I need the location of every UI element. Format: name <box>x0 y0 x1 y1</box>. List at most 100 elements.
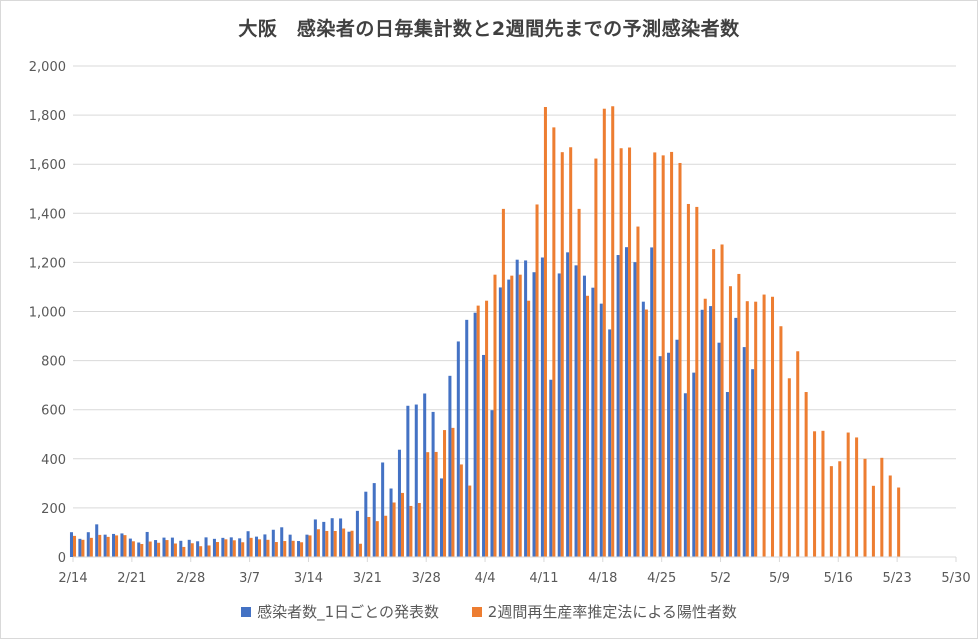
bar-predicted <box>636 226 640 557</box>
bar-predicted <box>375 521 379 557</box>
bar-predicted <box>745 301 749 557</box>
bar-predicted <box>400 492 404 557</box>
y-tick-label: 1,400 <box>29 207 66 222</box>
x-tick-label: 3/28 <box>412 571 441 586</box>
bar-predicted <box>829 466 833 557</box>
bar-reported <box>582 275 586 557</box>
x-tick-label: 3/14 <box>294 571 323 586</box>
bar-predicted <box>115 535 119 557</box>
bar-reported <box>566 252 570 557</box>
bar-predicted <box>182 546 186 557</box>
bar-reported <box>112 533 116 557</box>
bar-reported <box>717 342 721 557</box>
bar-predicted <box>350 530 354 557</box>
bar-reported <box>616 255 620 557</box>
bar-predicted <box>274 542 278 557</box>
bar-reported <box>95 524 99 557</box>
legend: 感染者数_1日ごとの発表数 2週間再生産率推定法による陽性者数 <box>0 601 978 622</box>
x-tick-label: 4/11 <box>529 571 558 586</box>
y-tick-label: 1,200 <box>29 256 66 271</box>
bar-predicted <box>779 326 783 557</box>
x-tick-label: 4/18 <box>588 571 617 586</box>
bar-predicted <box>316 529 320 557</box>
bar-reported <box>288 534 292 557</box>
x-tick-label: 3/21 <box>353 571 382 586</box>
bar-reported <box>448 375 452 557</box>
bar-reported <box>599 303 603 557</box>
bar-predicted <box>157 542 161 557</box>
bar-reported <box>557 273 561 557</box>
bar-predicted <box>241 542 245 557</box>
legend-swatch-reported <box>241 607 252 617</box>
bar-predicted <box>787 378 791 557</box>
bar-predicted <box>543 106 547 557</box>
bar-predicted <box>199 546 203 557</box>
bar-reported <box>389 488 393 557</box>
axes <box>72 556 957 562</box>
bar-predicted <box>266 539 270 557</box>
chart-title: 大阪 感染者の日毎集計数と2週間先までの予測感染者数 <box>238 18 740 40</box>
bar-reported <box>734 317 738 557</box>
x-tick-label: 3/7 <box>239 571 260 586</box>
bar-reported <box>591 287 595 557</box>
bar-predicted <box>165 540 169 557</box>
bar-predicted <box>670 151 674 558</box>
bar-predicted <box>510 275 514 557</box>
bar-reported <box>313 519 317 557</box>
bar-predicted <box>703 298 707 557</box>
bar-predicted <box>224 539 228 557</box>
y-tick-label: 1,000 <box>29 306 66 321</box>
bar-predicted <box>569 147 573 557</box>
bar-reported <box>330 518 334 557</box>
gridlines <box>73 65 956 509</box>
bar-reported <box>280 527 284 557</box>
bar-predicted <box>308 535 312 557</box>
bar-predicted <box>871 485 875 557</box>
bar-reported <box>700 309 704 557</box>
bar-predicted <box>535 204 539 557</box>
bar-predicted <box>384 515 388 557</box>
bar-predicted <box>585 295 590 557</box>
bar-predicted <box>644 309 648 557</box>
bar-reported <box>507 279 511 557</box>
bar-predicted <box>392 502 396 557</box>
bar-predicted <box>98 534 102 557</box>
bar-reported <box>229 537 233 557</box>
bar-predicted <box>89 537 93 557</box>
bar-reported <box>751 369 755 557</box>
bar-reported <box>725 392 729 557</box>
legend-label-predicted: 2週間再生産率推定法による陽性者数 <box>487 603 737 621</box>
bar-reported <box>524 260 528 557</box>
bar-reported <box>692 372 696 557</box>
bar-predicted <box>459 464 463 557</box>
bar-predicted <box>813 431 817 557</box>
bar-reported <box>431 411 435 557</box>
bar-predicted <box>695 206 699 558</box>
y-tick-label: 800 <box>41 355 66 370</box>
bar-reported <box>633 262 637 557</box>
bar-predicted <box>485 300 489 557</box>
bar-reported <box>372 483 376 557</box>
bar-reported <box>297 541 301 557</box>
bar-predicted <box>804 392 808 557</box>
bar-reported <box>103 534 107 557</box>
bar-predicted <box>594 158 598 557</box>
bar-predicted <box>131 541 135 557</box>
bar-reported <box>608 329 612 557</box>
bar-predicted <box>215 542 219 557</box>
bar-reported <box>355 510 359 557</box>
bar-reported <box>196 541 200 557</box>
x-tick-label: 4/4 <box>475 571 496 586</box>
bar-predicted <box>796 351 800 557</box>
bar-reported <box>212 538 216 557</box>
bar-reported <box>238 538 242 557</box>
bar-predicted <box>653 152 657 557</box>
bar-reported <box>414 404 418 557</box>
bar-predicted <box>762 294 766 557</box>
x-tick-label: 4/25 <box>647 571 676 586</box>
bar-reported <box>490 410 494 557</box>
bar-predicted <box>754 301 758 557</box>
bar-reported <box>574 265 578 557</box>
legend-swatch-predicted <box>471 607 482 617</box>
